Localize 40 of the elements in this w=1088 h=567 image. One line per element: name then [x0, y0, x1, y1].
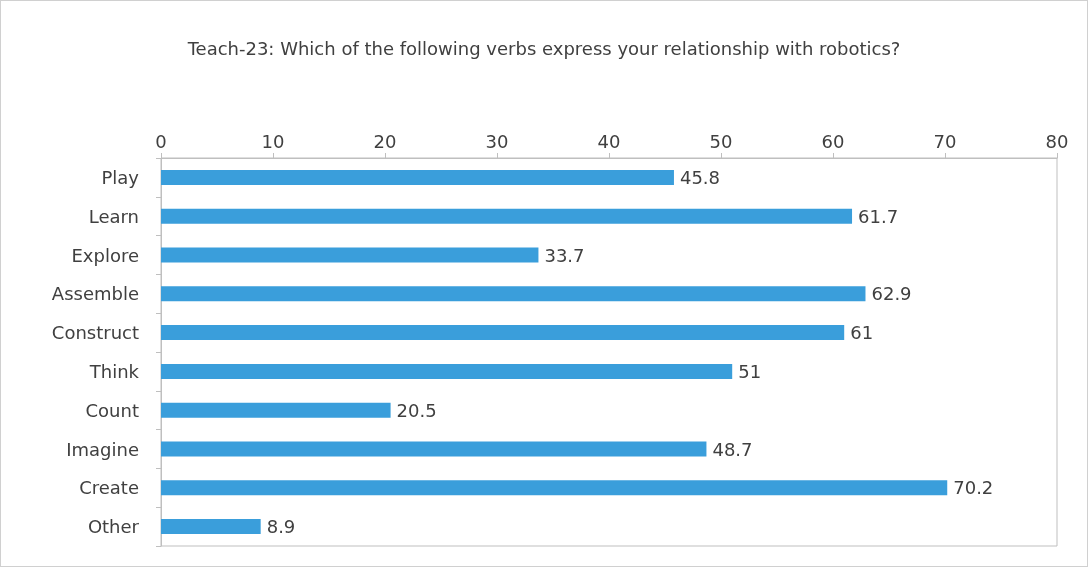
y-tick-label: Play	[101, 166, 140, 188]
bar	[161, 402, 391, 418]
y-tick-label: Explore	[71, 244, 139, 266]
chart-title: Teach-23: Which of the following verbs express your relationship with robotics?	[186, 37, 901, 59]
bar	[161, 208, 853, 224]
data-label: 8.9	[266, 516, 296, 538]
bar	[161, 169, 674, 185]
data-label: 62.9	[871, 283, 912, 305]
data-label: 61	[850, 322, 874, 344]
data-label: 45.8	[679, 166, 721, 188]
y-tick-label: Learn	[88, 205, 139, 227]
x-tick-label: 80	[1045, 130, 1069, 152]
y-tick-label: Imagine	[66, 438, 139, 460]
data-label: 61.7	[858, 205, 899, 227]
y-tick-label: Other	[87, 516, 140, 538]
x-tick-label: 40	[597, 130, 621, 152]
bar	[161, 363, 733, 379]
y-tick-label: Construct	[51, 322, 139, 344]
x-tick-label: 20	[373, 130, 397, 152]
x-tick-label: 0	[155, 130, 167, 152]
data-label: 33.7	[544, 244, 585, 266]
bar	[161, 480, 948, 496]
bar	[161, 441, 707, 457]
x-tick-label: 50	[709, 130, 733, 152]
data-label: 70.2	[953, 477, 994, 499]
x-tick-label: 10	[261, 130, 285, 152]
bar	[161, 286, 866, 302]
y-tick-label: Create	[79, 477, 139, 499]
data-label: 51	[738, 360, 762, 382]
data-label: 20.5	[396, 399, 437, 421]
bar	[161, 247, 539, 263]
y-tick-label: Think	[88, 360, 140, 382]
data-label: 48.7	[712, 438, 753, 460]
bar	[161, 325, 845, 341]
y-tick-label: Count	[85, 399, 139, 421]
y-tick-label: Assemble	[51, 283, 139, 305]
x-tick-label: 30	[485, 130, 509, 152]
x-tick-label: 60	[821, 130, 845, 152]
x-tick-label: 70	[933, 130, 957, 152]
bar	[161, 519, 261, 535]
